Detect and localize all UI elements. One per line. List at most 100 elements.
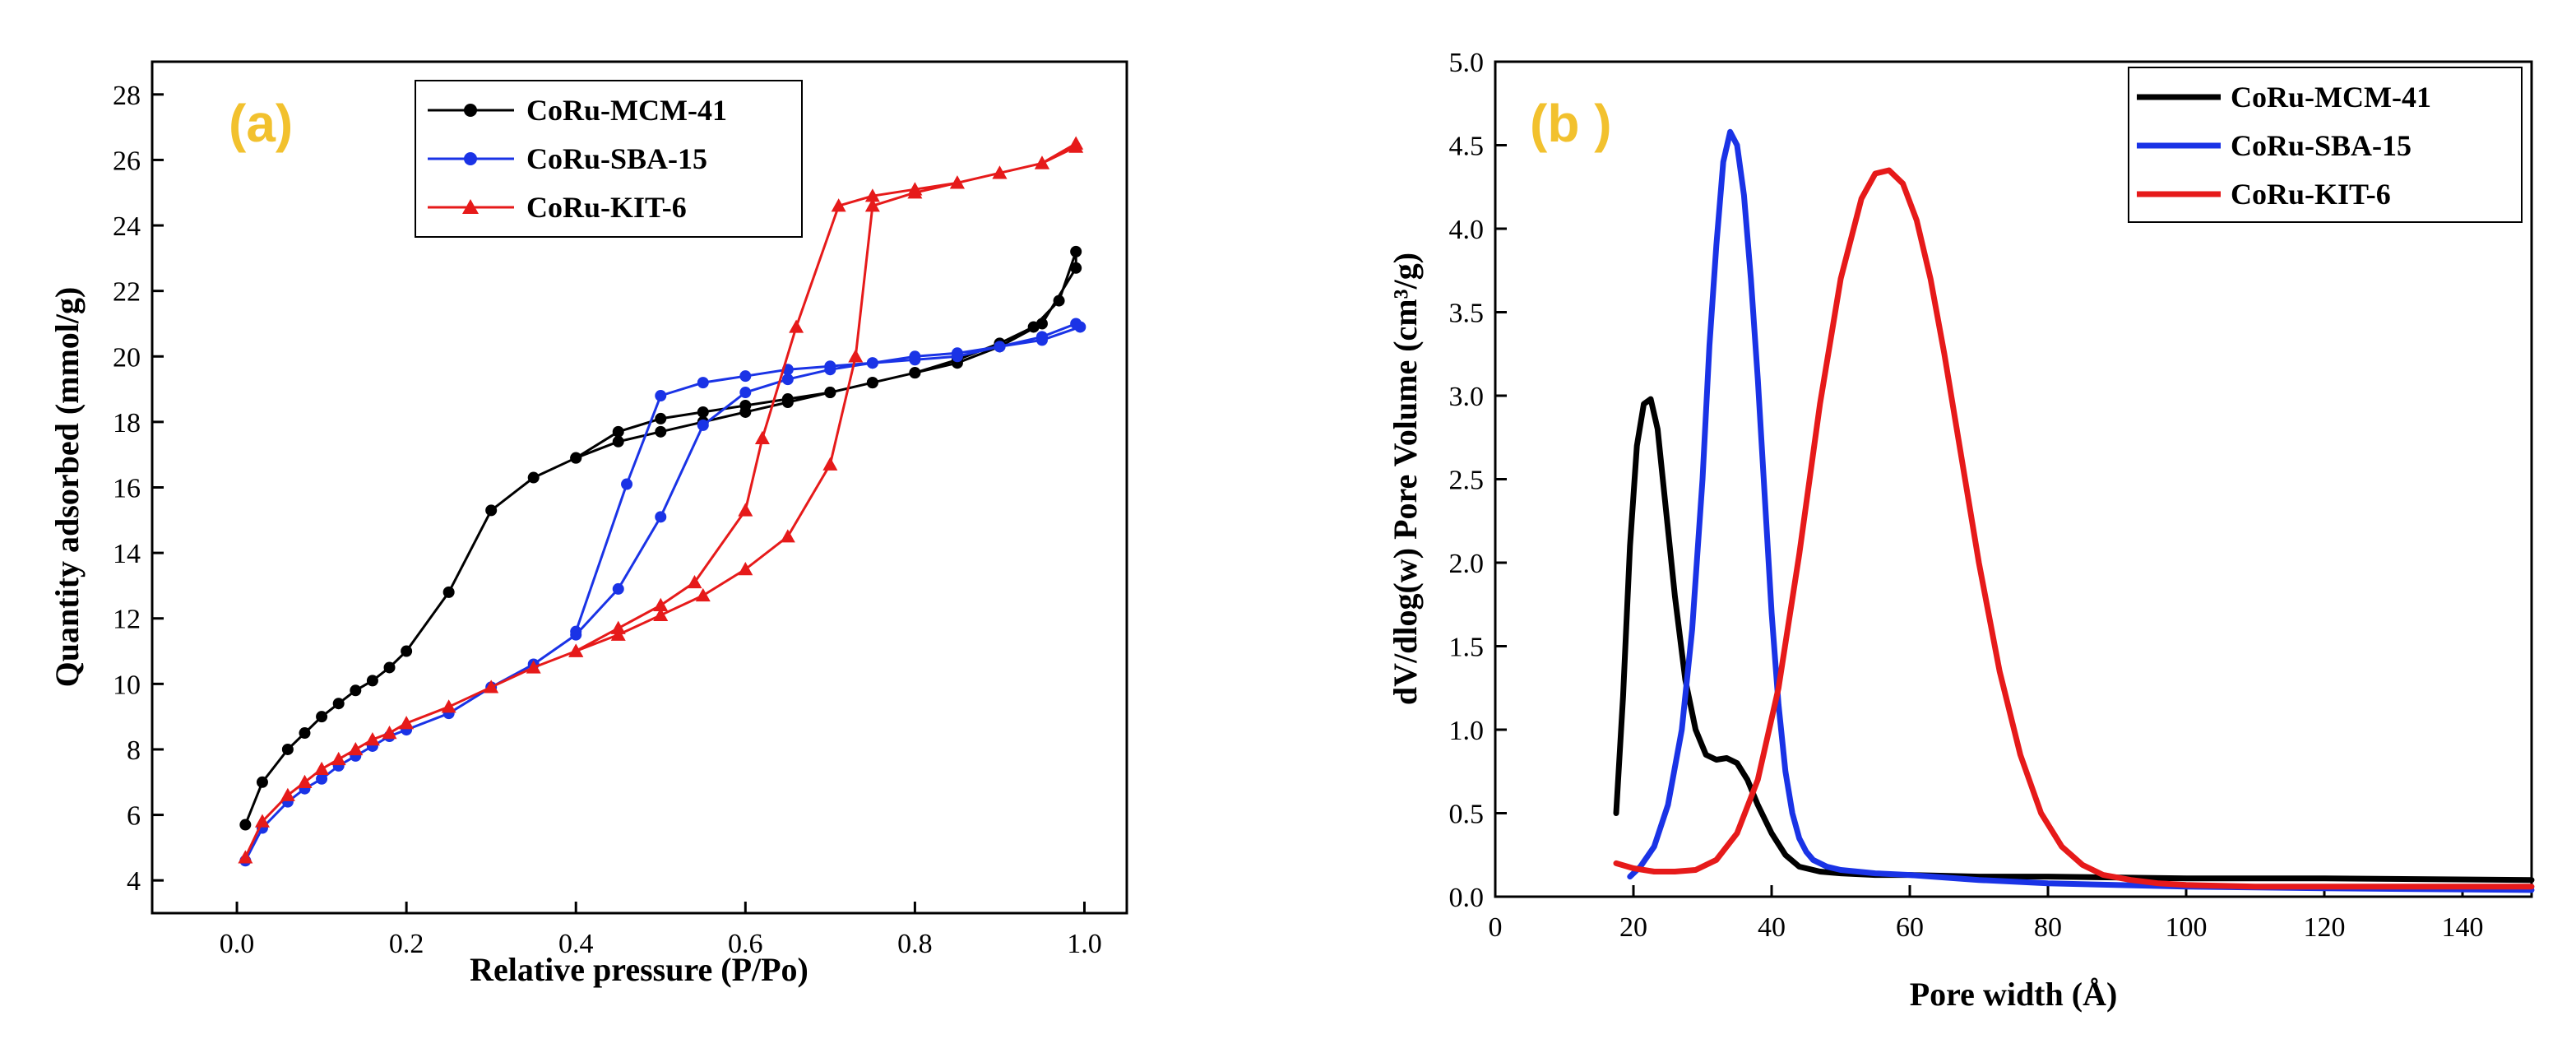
y-tick-label: 26	[113, 146, 141, 176]
y-tick-label: 8	[127, 735, 141, 766]
x-tick-label: 1.0	[1067, 929, 1102, 959]
y-tick-label: 14	[113, 539, 141, 569]
panel-b-y-axis-title: dV/dlog(w) Pore Volume (cm³/g)	[1387, 253, 1424, 705]
legend-marker-sba15	[464, 152, 477, 165]
data-point	[949, 175, 965, 189]
x-tick-label: 40	[1758, 912, 1786, 943]
y-tick-label: 5.0	[1449, 48, 1485, 78]
y-tick-label: 3.5	[1449, 299, 1485, 329]
y-tick-label: 28	[113, 81, 141, 111]
y-tick-label: 1.5	[1449, 633, 1485, 663]
data-point	[399, 716, 415, 730]
series-line-coru-sba-15	[1627, 128, 2535, 893]
data-point	[697, 419, 709, 431]
data-point	[568, 643, 584, 657]
data-point	[256, 776, 268, 788]
panel-a-legend: CoRu-MCM-41 CoRu-SBA-15 CoRu-KIT-6	[415, 80, 803, 238]
y-tick-label: 10	[113, 670, 141, 700]
panel-a-series	[238, 136, 1086, 867]
series-coru-mcm-41	[239, 245, 1082, 831]
data-point	[909, 367, 921, 379]
legend-item-b-sba15: CoRu-SBA-15	[2137, 129, 2412, 162]
data-point	[366, 675, 378, 687]
data-point	[316, 711, 328, 723]
data-point	[831, 198, 846, 212]
data-point	[781, 373, 794, 386]
data-point	[653, 607, 669, 621]
data-point	[570, 625, 582, 638]
data-point	[348, 741, 364, 756]
data-point	[441, 699, 456, 713]
data-point	[1068, 136, 1084, 150]
legend-marker-mcm41	[464, 104, 477, 117]
data-point	[612, 425, 624, 438]
y-tick-label: 22	[113, 277, 141, 308]
data-point	[610, 620, 626, 634]
legend-label-mcm41: CoRu-MCM-41	[526, 94, 727, 127]
data-point	[992, 165, 1008, 179]
data-point	[527, 471, 540, 484]
panel-b-legend: CoRu-MCM-41 CoRu-SBA-15 CoRu-KIT-6	[2128, 67, 2523, 223]
legend-item-sba15: CoRu-SBA-15	[428, 142, 707, 175]
data-point	[612, 435, 624, 448]
panel-a-y-ticks: 4 6 8 10 12 14 16 18 20 22 24 26 28	[113, 81, 164, 897]
data-point	[907, 182, 923, 196]
y-tick-label: 18	[113, 408, 141, 438]
data-point	[442, 586, 455, 598]
data-point	[824, 360, 836, 373]
x-tick-label: 0.8	[897, 929, 933, 959]
x-tick-label: 120	[2304, 912, 2346, 943]
legend-item-b-mcm41: CoRu-MCM-41	[2137, 81, 2431, 114]
data-point	[824, 387, 836, 399]
x-tick-label: 0.2	[389, 929, 424, 959]
data-point	[655, 412, 667, 424]
y-tick-label: 24	[113, 211, 141, 242]
panel-b-x-axis-title: Pore width (Å)	[1910, 976, 2118, 1013]
data-point	[350, 684, 362, 697]
legend-label-b-sba15: CoRu-SBA-15	[2231, 129, 2412, 162]
data-point	[864, 188, 880, 202]
data-point	[1053, 295, 1065, 307]
legend-item-kit6: CoRu-KIT-6	[428, 191, 687, 224]
data-point	[738, 562, 753, 576]
data-point	[1070, 318, 1082, 330]
data-point	[789, 319, 804, 333]
legend-label-kit6: CoRu-KIT-6	[526, 191, 687, 224]
data-point	[739, 387, 752, 399]
legend-item-b-kit6: CoRu-KIT-6	[2137, 178, 2391, 211]
data-point	[526, 660, 541, 674]
data-point	[621, 478, 633, 490]
data-point	[570, 452, 582, 464]
series-line-coru-kit-6	[1613, 167, 2535, 890]
data-point	[951, 347, 963, 359]
data-point	[866, 377, 878, 389]
x-tick-label: 100	[2166, 912, 2208, 943]
data-point	[364, 732, 380, 746]
data-point	[697, 406, 709, 418]
data-point	[781, 393, 794, 406]
data-point	[655, 390, 667, 402]
panel-b-x-ticks: 0 20 40 60 80 100 120 140	[1489, 885, 2484, 943]
series-coru-mcm-41	[1613, 396, 2535, 884]
data-point	[331, 751, 346, 766]
legend-label-b-kit6: CoRu-KIT-6	[2231, 178, 2391, 211]
panel-b-y-ticks: 0.0 0.5 1.0 1.5 2.0 2.5 3.0 3.5 4.0 4.5 5.0	[1449, 48, 1507, 913]
series-line-coru-mcm-41	[243, 250, 1077, 826]
data-point	[316, 772, 328, 785]
data-point	[1035, 331, 1048, 343]
data-point	[739, 370, 752, 383]
data-point	[238, 850, 253, 864]
data-point	[754, 430, 770, 444]
data-point	[297, 774, 313, 788]
data-point	[866, 357, 878, 369]
series-line-coru-sba-15	[243, 322, 1082, 862]
panel-a-x-ticks: 0.0 0.2 0.4 0.6 0.8 1.0	[220, 902, 1102, 959]
series-line-coru-mcm-41	[1613, 396, 2535, 884]
data-point	[780, 529, 795, 543]
data-point	[314, 761, 330, 776]
x-tick-label: 0.4	[558, 929, 594, 959]
data-point	[299, 727, 311, 740]
data-point	[332, 698, 345, 710]
legend-label-sba15: CoRu-SBA-15	[526, 142, 707, 175]
